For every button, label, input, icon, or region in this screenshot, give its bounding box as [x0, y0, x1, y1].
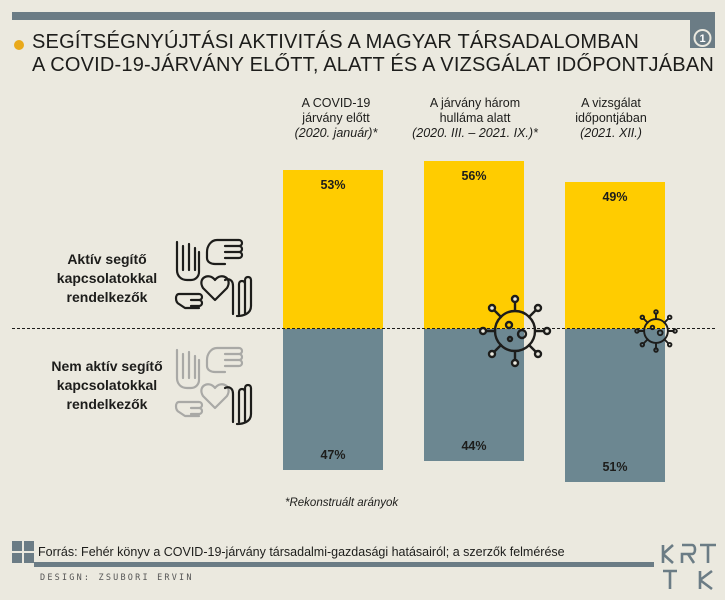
baseline-divider: [12, 328, 715, 329]
column-header-3-line-2: időpontjában: [575, 111, 647, 125]
design-credit: DESIGN: ZSUBORI ERVIN: [40, 573, 194, 583]
title-bullet-icon: [14, 40, 24, 50]
column-header-2-line-1: A járvány három: [429, 96, 521, 110]
row-label-active-line-3: rendelkezők: [66, 289, 148, 305]
value-label-inactive-3: 51%: [602, 460, 628, 474]
grid-icon: [12, 541, 34, 563]
bar-active-3: [565, 182, 665, 329]
bar-inactive-2: [424, 329, 524, 461]
column-header-1-period: (2020. január)*: [294, 126, 378, 140]
column-header-3-line-1: A vizsgálat: [581, 96, 641, 110]
krtk-logo: [661, 543, 716, 591]
column-header-2-period: (2020. III. – 2021. IX.)*: [412, 126, 538, 140]
page-title-line-2: A COVID-19-JÁRVÁNY ELŐTT, ALATT ÉS A VIZ…: [32, 54, 715, 76]
footer-rule: [34, 562, 654, 567]
column-header-1-line-2: járvány előtt: [302, 111, 370, 125]
badge-number: 1: [699, 33, 705, 45]
number-badge-icon: 1: [690, 12, 715, 48]
value-label-inactive-2: 44%: [461, 439, 487, 453]
column-header-1: A COVID-19 járvány előtt (2020. január)*: [281, 96, 391, 141]
bar-active-1: [283, 170, 383, 329]
row-label-inactive-line-1: Nem aktív segítő: [51, 358, 163, 374]
row-label-active: Aktív segítő kapcsolatokkal rendelkezők: [42, 250, 172, 307]
value-label-inactive-1: 47%: [320, 448, 346, 462]
row-label-active-line-1: Aktív segítő: [67, 251, 147, 267]
bar-inactive-1: [283, 329, 383, 470]
bar-inactive-3: [565, 329, 665, 482]
column-header-2: A járvány három hulláma alatt (2020. III…: [400, 96, 550, 141]
value-label-active-1: 53%: [320, 178, 346, 192]
source-text: Forrás: Fehér könyv a COVID-19-járvány t…: [38, 545, 565, 559]
row-label-inactive-line-3: rendelkezők: [66, 396, 148, 412]
value-label-active-3: 49%: [602, 190, 628, 204]
bar-active-2: [424, 161, 524, 329]
row-label-active-line-2: kapcsolatokkal: [56, 270, 158, 286]
value-label-active-2: 56%: [461, 169, 487, 183]
page-title-line-1: SEGÍTSÉGNYÚJTÁSI AKTIVITÁS A MAGYAR TÁRS…: [32, 31, 639, 53]
top-rule: [12, 12, 690, 20]
hands-heart-icon: [174, 238, 253, 318]
column-header-1-line-1: A COVID-19: [301, 96, 371, 110]
column-header-3: A vizsgálat időpontjában (2021. XII.): [556, 96, 666, 141]
column-header-2-line-2: hulláma alatt: [439, 111, 511, 125]
column-header-3-period: (2021. XII.): [580, 126, 642, 140]
hands-heart-faded-icon: [174, 346, 253, 426]
row-label-inactive-line-2: kapcsolatokkal: [56, 377, 158, 393]
virus-icon: [478, 294, 552, 368]
row-label-inactive: Nem aktív segítő kapcsolatokkal rendelke…: [42, 357, 172, 414]
virus-small-icon: [634, 309, 678, 353]
footnote: *Rekonstruált arányok: [285, 497, 399, 509]
